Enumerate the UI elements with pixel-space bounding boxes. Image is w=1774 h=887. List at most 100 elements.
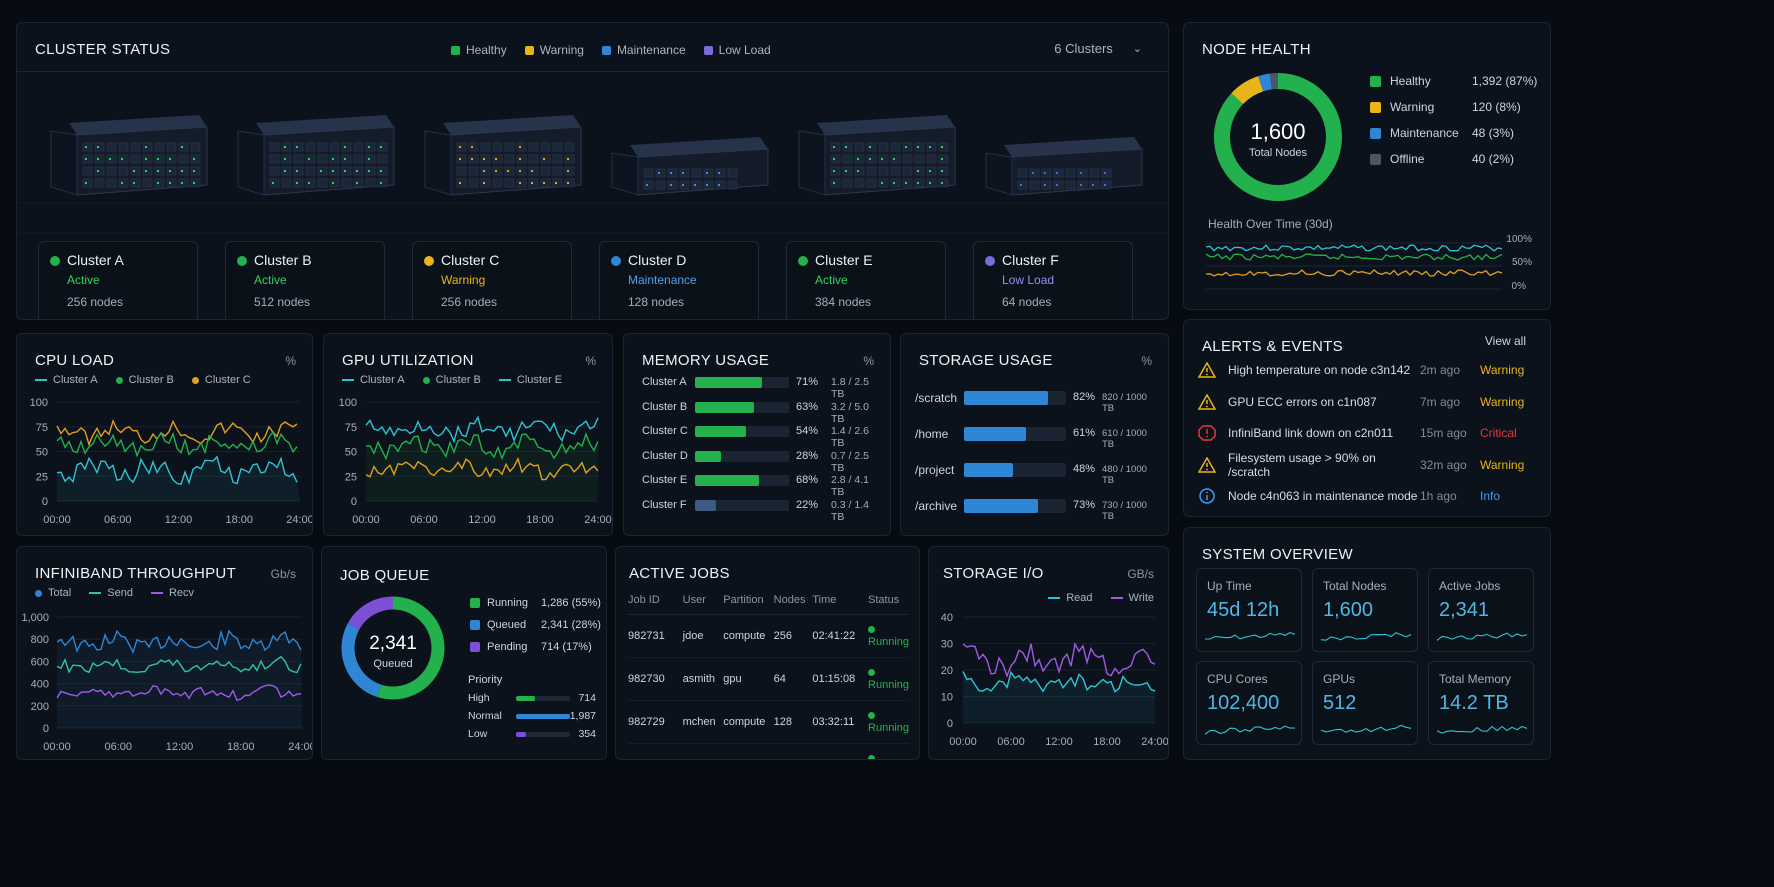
memory-row: Cluster C 54% 1.4 / 2.6 TB	[642, 425, 880, 449]
column-header[interactable]: Status	[868, 587, 909, 615]
cluster-status-legend: Healthy Warning Maintenance Low Load	[451, 43, 771, 57]
column-header[interactable]: Partition	[723, 587, 774, 615]
column-header[interactable]: Job ID	[628, 587, 683, 615]
node-health-total-label: Total Nodes	[1248, 147, 1308, 159]
storage-io-title: STORAGE I/O	[943, 565, 1044, 582]
stat-label: Active Jobs	[1439, 579, 1501, 593]
x-tick-label: 06:00	[997, 736, 1025, 748]
status-label: Running	[868, 679, 909, 691]
stat-label: Total Nodes	[1323, 579, 1387, 593]
warning-icon	[1197, 392, 1217, 410]
alert-item[interactable]: GPU ECC errors on c1n087 7m ago Warning	[1197, 388, 1536, 416]
stat-sparkline	[1321, 724, 1411, 733]
job-queue-donut	[341, 596, 445, 700]
series-line	[365, 432, 599, 461]
storage-row-label: /project	[915, 463, 955, 477]
alert-level: Warning	[1480, 394, 1525, 409]
infiniband-chart: 1,000 800 600 400 200 0 00:00 06:00 12:00 18:00 24…	[21, 612, 313, 753]
cluster-status-dot	[798, 256, 808, 266]
cluster-avg-load: N/A	[628, 317, 648, 319]
memory-row: Cluster F 22% 0.3 / 1.4 TB	[642, 499, 880, 523]
column-header[interactable]: Time	[812, 587, 869, 615]
y-tick-label: 50	[345, 447, 357, 459]
priority-bar-track	[516, 714, 570, 719]
memory-row-size: 3.2 / 5.0 TB	[831, 400, 869, 425]
x-tick-label: 00:00	[352, 514, 380, 526]
memory-row-label: Cluster D	[642, 449, 688, 462]
column-header[interactable]: Nodes	[773, 587, 813, 615]
legend-label: Queued	[487, 619, 527, 631]
trend-tick-0: 0%	[1511, 281, 1526, 292]
status-label: Running	[868, 722, 909, 734]
alert-item[interactable]: Node c4n063 in maintenance mode 1h ago Inf…	[1198, 482, 1536, 510]
x-tick-label: 18:00	[225, 514, 253, 526]
cluster-card[interactable]: Cluster C Warning 256 nodes 62% avg load	[412, 241, 572, 319]
view-all-link[interactable]: View all	[1484, 334, 1526, 348]
x-tick-label: 00:00	[43, 514, 71, 526]
memory-row: Cluster A 71% 1.8 / 2.5 TB	[642, 376, 880, 400]
infiniband-unit: Gb/s	[270, 567, 296, 581]
legend-write: Write	[1128, 592, 1154, 604]
priority-bar-fill	[516, 714, 570, 719]
job-nodes: 128	[773, 700, 813, 744]
memory-bar-fill	[695, 426, 746, 437]
table-row[interactable]: 982729 mchen compute 128 03:32:11 Running	[628, 700, 909, 744]
storage-row: /archive 73% 730 / 1000 TB	[915, 499, 1160, 522]
x-tick-label: 12:00	[166, 741, 194, 753]
x-tick-label: 00:00	[43, 741, 71, 753]
storage-bar-track	[964, 499, 1066, 513]
cluster-node-count: 256 nodes	[67, 295, 124, 309]
x-tick-label: 06:00	[104, 741, 132, 753]
cluster-card[interactable]: Cluster B Active 512 nodes 78% avg load	[225, 241, 385, 319]
storage-usage-panel: STORAGE USAGE % /scratch 82% 820 / 1000 TB…	[900, 333, 1169, 536]
storage-row-pct: 73%	[1073, 499, 1096, 511]
job-id: 982728	[628, 743, 683, 759]
table-row[interactable]: 982728lwangbigmem19200:42:55Running	[628, 743, 909, 759]
stat-sparkline	[1437, 632, 1527, 641]
x-tick-label: 24:00	[1141, 736, 1169, 748]
memory-usage-unit: %	[863, 354, 874, 368]
table-row[interactable]: 982731 jdoe compute 256 02:41:22 Running	[628, 614, 909, 658]
job-part: compute	[723, 700, 774, 744]
status-dot	[868, 626, 876, 633]
alert-message: GPU ECC errors on c1n087	[1228, 394, 1377, 409]
storage-row-size: 730 / 1000 TB	[1102, 500, 1147, 522]
memory-bar-fill	[695, 450, 722, 462]
cluster-name: Cluster D	[628, 252, 687, 268]
alert-message: Node c4n063 in maintenance mode	[1228, 489, 1418, 503]
job-nodes: 192	[773, 743, 813, 759]
server-rack-image	[49, 95, 214, 220]
x-tick-label: 24:00	[288, 741, 313, 753]
x-tick-label: 18:00	[1093, 736, 1121, 748]
cluster-card[interactable]: Cluster D Maintenance 128 nodes N/A	[599, 241, 759, 319]
legend-cluster-e: Cluster E	[516, 374, 563, 386]
storage-usage-unit: %	[1141, 354, 1152, 368]
y-tick-label: 800	[31, 634, 49, 646]
column-header[interactable]: User	[682, 587, 724, 615]
job-time: 03:32:11	[812, 700, 869, 744]
status-dot	[868, 755, 876, 759]
y-tick-label: 0	[947, 718, 953, 730]
table-row[interactable]: 982730 asmith gpu 64 01:15:08 Running	[628, 657, 909, 701]
cluster-card[interactable]: Cluster F Low Load 64 nodes 18% avg load	[973, 241, 1133, 319]
cluster-card[interactable]: Cluster A Active 256 nodes 92% avg load	[38, 241, 198, 319]
cluster-selector-dropdown[interactable]: 6 Clusters ⌄	[1054, 41, 1142, 56]
legend-value: 48 (3%)	[1472, 126, 1515, 140]
job-time: 01:15:08	[812, 657, 869, 701]
alert-item[interactable]: High temperature on node c3n142 2m ago War…	[1197, 356, 1536, 384]
trend-tick-50: 50%	[1511, 257, 1532, 268]
alert-item[interactable]: Filesystem usage > 90% on /scratch 32m ag…	[1197, 451, 1536, 479]
legend-label: Offline	[1390, 152, 1425, 166]
overview-stat-card: Active Jobs 2,341	[1428, 568, 1534, 652]
alert-item[interactable]: InfiniBand link down on c2n011 15m ago Cri…	[1198, 419, 1536, 447]
series-line	[962, 670, 1156, 693]
job-part: gpu	[723, 657, 774, 701]
priority-bar-track	[516, 696, 570, 701]
cluster-card[interactable]: Cluster E Active 384 nodes 88% avg load	[786, 241, 946, 319]
y-tick-label: 200	[31, 701, 49, 713]
series-area	[366, 434, 598, 501]
series-line	[365, 415, 599, 444]
legend-label: Running	[487, 597, 528, 609]
server-rack-image	[236, 95, 401, 220]
node-health-legend-item: Warning 120 (8%)	[1370, 100, 1521, 114]
